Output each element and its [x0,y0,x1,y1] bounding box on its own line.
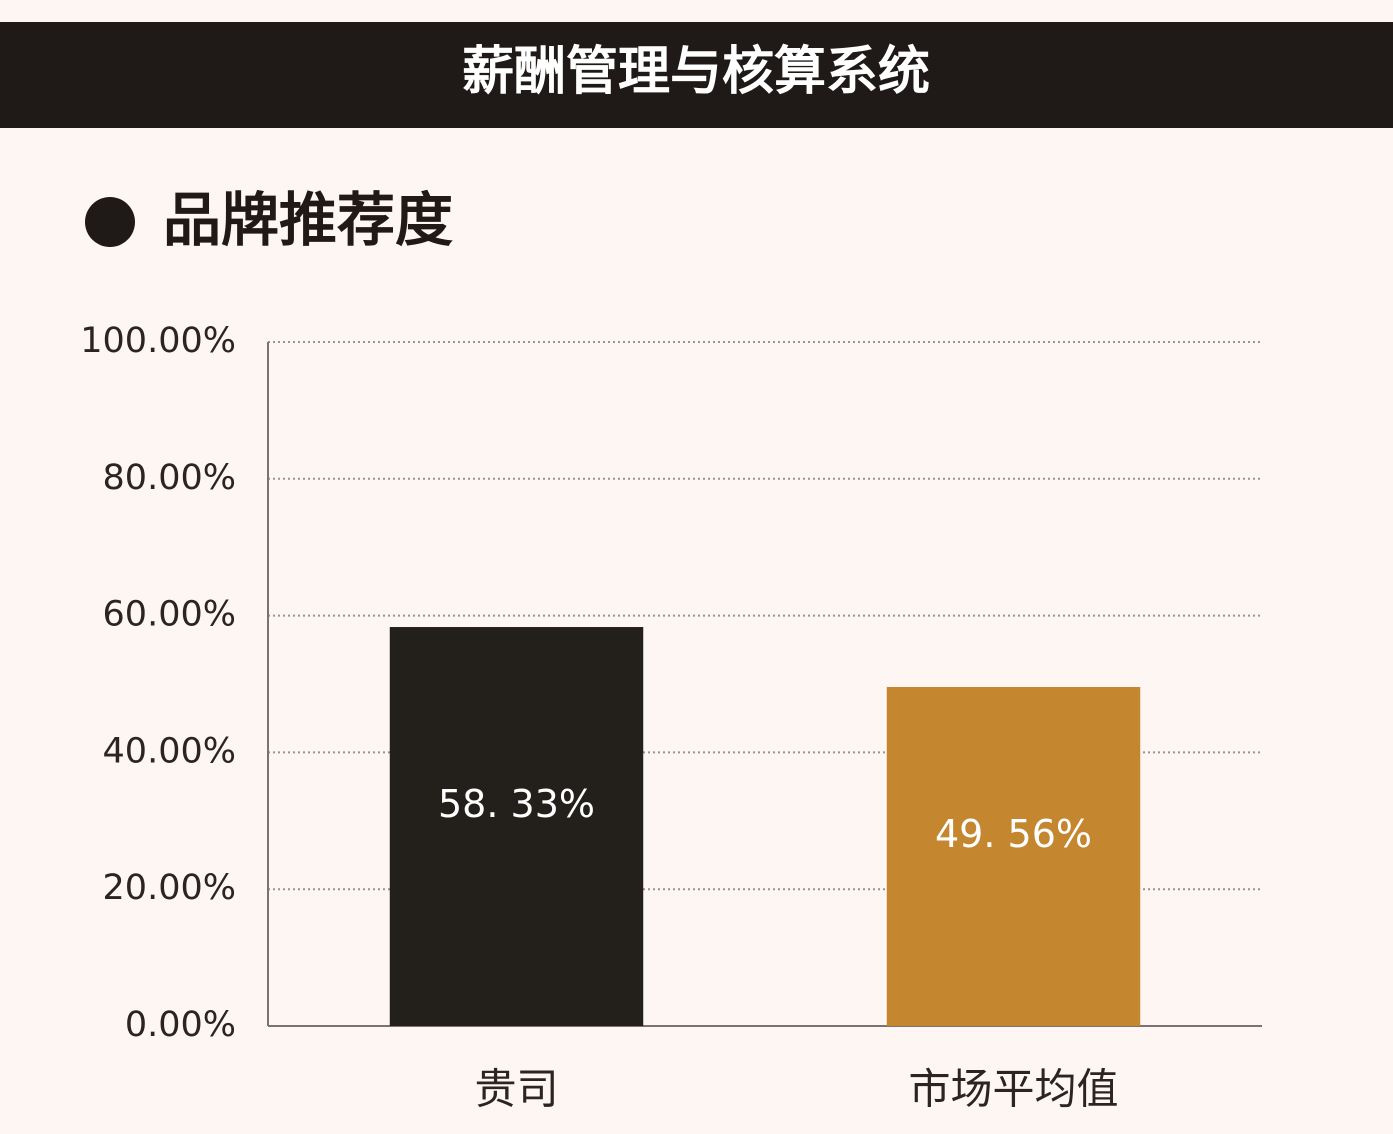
value-label: 58. 33% [438,782,595,826]
y-tick-label: 100.00% [80,321,236,361]
bar [886,687,1141,1026]
header-banner [0,22,1393,128]
y-tick-label: 20.00% [103,868,236,908]
header-title: 薪酬管理与核算系统 [462,42,930,102]
x-tick-label: 市场平均值 [908,1065,1118,1114]
x-tick-label: 贵司 [474,1065,558,1114]
title-bullet [85,197,135,247]
chart-title: 品牌推荐度 [163,186,453,254]
bar [389,627,644,1026]
y-tick-label: 0.00% [125,1005,236,1045]
value-label: 49. 56% [935,812,1092,856]
y-tick-label: 60.00% [103,595,236,635]
y-tick-label: 40.00% [103,731,236,771]
y-tick-label: 80.00% [103,458,236,498]
